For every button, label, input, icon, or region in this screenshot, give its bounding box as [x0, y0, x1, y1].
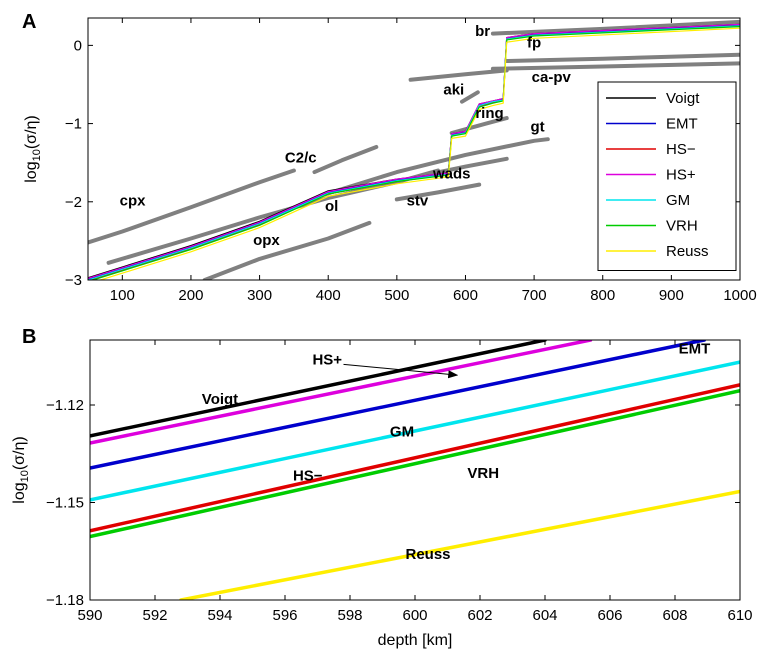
x-tick-label: 596 [272, 607, 297, 624]
legend-label-hs: HS− [666, 141, 696, 158]
x-tick-label: 1000 [723, 287, 756, 304]
annotation-ca-pv: ca-pv [532, 69, 572, 86]
series-line-reuss [98, 27, 740, 280]
y-tick-label: −1.18 [46, 592, 84, 609]
x-tick-label: 590 [77, 607, 102, 624]
annotation-gt: gt [530, 118, 544, 135]
mineral-line-wads [422, 156, 509, 178]
mineral-line-opx [202, 220, 372, 280]
x-tick-label: 300 [247, 287, 272, 304]
series-line-vrh [90, 388, 740, 539]
y-tick-label: 0 [74, 37, 82, 54]
annotation-ol: ol [325, 198, 338, 215]
x-tick-label: 200 [178, 287, 203, 304]
annotation-fp: fp [527, 35, 541, 52]
annotation-cpx: cpx [120, 193, 147, 210]
x-tick-label: 900 [659, 287, 684, 304]
legend-label-voigt: Voigt [666, 90, 700, 107]
x-tick-label: 594 [207, 607, 232, 624]
x-tick-label: 700 [522, 287, 547, 304]
y-tick-label: −3 [65, 272, 82, 289]
x-tick-label: 610 [727, 607, 752, 624]
mineral-line-c2-c [312, 145, 379, 175]
y-axis-label: log10(σ/η) [11, 436, 31, 503]
annotation-arrow [343, 363, 459, 379]
panel-letter: A [22, 11, 36, 33]
y-tick-label: −1.12 [46, 397, 84, 414]
x-tick-label: 600 [402, 607, 427, 624]
x-tick-label: 600 [453, 287, 478, 304]
x-tick-label: 608 [662, 607, 687, 624]
legend-label-emt: EMT [666, 116, 698, 133]
series-line-hs [90, 383, 740, 533]
y-axis-label: log10(σ/η) [23, 115, 43, 182]
x-axis-label: depth [km] [378, 632, 453, 649]
annotation-wads: wads [432, 165, 471, 182]
annotation-stv: stv [407, 193, 429, 210]
annotation-hs: HS+ [312, 351, 342, 368]
axes-box [87, 17, 741, 281]
legend-label-reuss: Reuss [666, 243, 709, 260]
series-line-reuss [179, 489, 740, 600]
mineral-line-aki [460, 90, 480, 104]
series-line-gm [90, 360, 740, 502]
panel-a: 100 200 300 400 500 600 700 800 900 1000 0 −1 −2 −3 Al… [22, 11, 757, 304]
x-tick-label: 800 [590, 287, 615, 304]
mineral-line-ring [449, 116, 509, 135]
y-tick-label: −2 [65, 194, 82, 211]
mineral-line-gt [319, 137, 550, 198]
y-tick-label: −1 [65, 116, 82, 133]
axes-box [89, 339, 741, 601]
y-tick-label: −1.15 [46, 495, 84, 512]
legend-label-vrh: VRH [666, 218, 698, 235]
plot-area [90, 340, 740, 600]
legend: Voigt EMT HS− HS+ GM VRH Reuss [597, 81, 737, 271]
legend-label-gm: GM [666, 192, 690, 209]
mineral-line-cpx [88, 168, 296, 245]
x-tick-label: 592 [142, 607, 167, 624]
series-line-emt [90, 340, 706, 470]
x-tick-label: 606 [597, 607, 622, 624]
annotation-voigt: Voigt [202, 391, 238, 408]
annotation-opx: opx [253, 232, 280, 249]
legend-label-hs: HS+ [666, 167, 696, 184]
legend-box [597, 81, 737, 271]
annotation-emt: EMT [679, 341, 711, 358]
annotation-br: br [475, 23, 490, 40]
annotation-c2-c: C2/c [285, 150, 317, 167]
mineral-line-stv [394, 182, 482, 202]
mineral-line-ca-pv [490, 61, 740, 71]
x-tick-label: 100 [110, 287, 135, 304]
plot-area [88, 19, 740, 280]
mineral-line-fp [504, 52, 740, 63]
annotation-aki: aki [443, 82, 464, 99]
panel-letter: B [22, 326, 36, 348]
panel-b: 590 592 594 596 598 600 602 604 606 608 610 −1.12 −1… [11, 326, 753, 649]
x-tick-label: 604 [532, 607, 557, 624]
annotation-hs: HS− [293, 467, 323, 484]
series-line-voigt [90, 340, 547, 438]
x-tick-label: 598 [337, 607, 362, 624]
series-line-hs [90, 340, 593, 445]
mineral-line-fp [408, 68, 509, 82]
x-tick-label: 500 [384, 287, 409, 304]
mineral-line-br [490, 19, 740, 36]
annotation-vrh: VRH [467, 465, 499, 482]
x-tick-label: 400 [316, 287, 341, 304]
annotation-reuss: Reuss [405, 546, 450, 563]
annotation-gm: GM [390, 424, 414, 441]
x-tick-label: 602 [467, 607, 492, 624]
annotation-ring: ring [475, 105, 503, 122]
